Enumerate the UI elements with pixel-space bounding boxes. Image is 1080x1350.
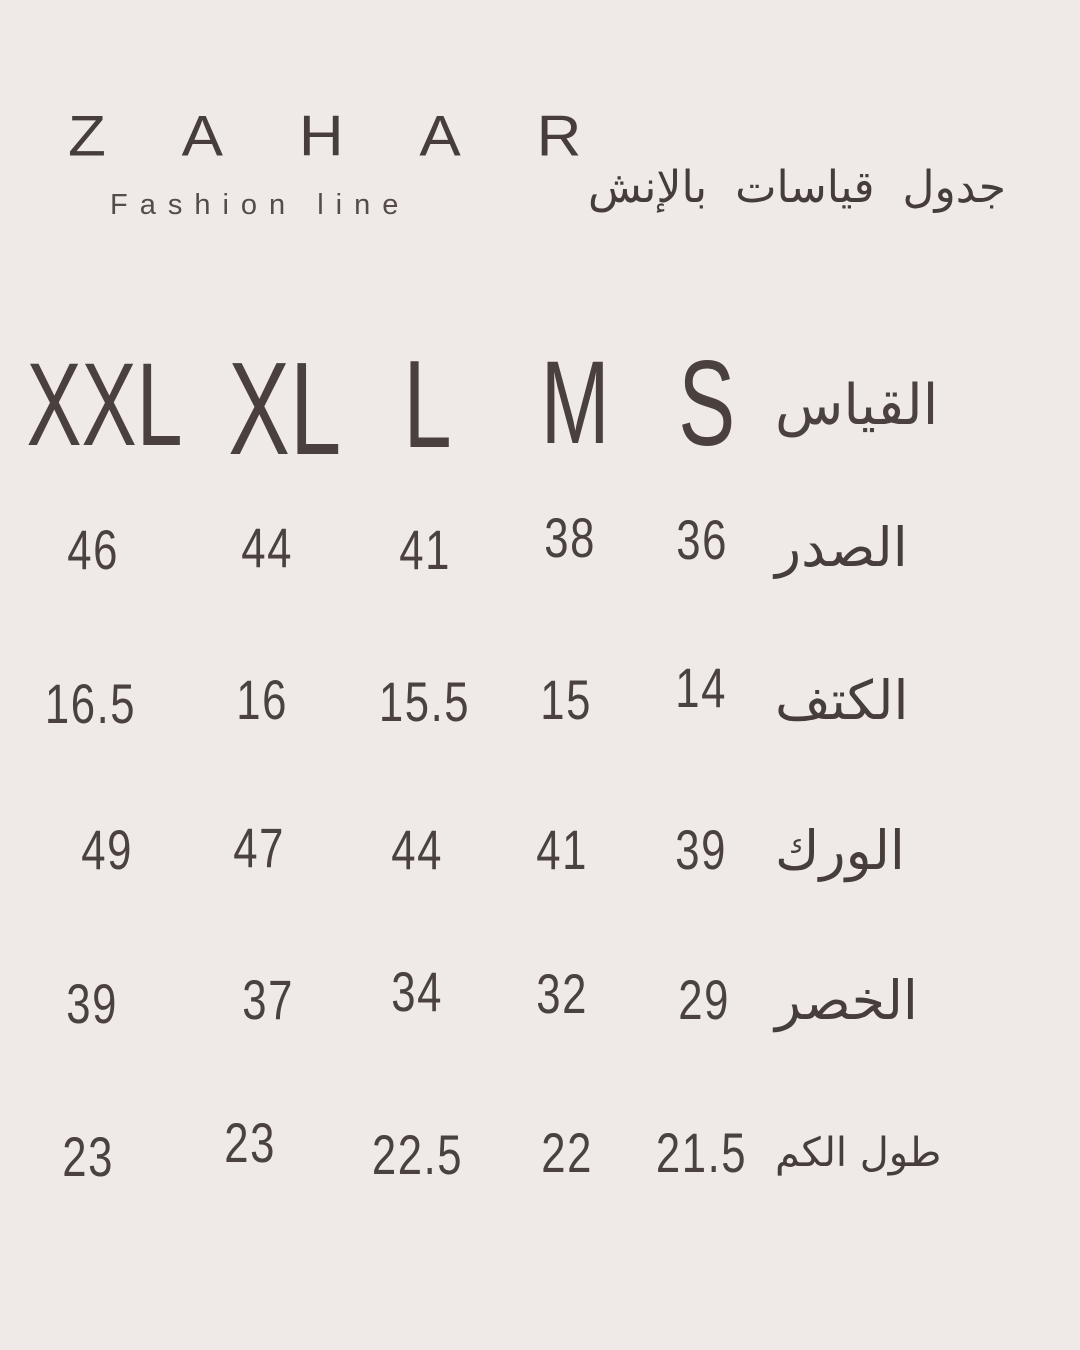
shoulder-m-text: 15 [540, 668, 593, 731]
size-header-s: S [636, 338, 778, 468]
waist-l-value: 34 [342, 917, 492, 1067]
chest-l-value: 41 [350, 472, 500, 627]
waist-s-value: 29 [633, 925, 775, 1075]
shoulder-xl-text: 16 [236, 668, 288, 731]
chart-title: جدول قياسات بالإنش [588, 162, 1006, 213]
sleeve-m-text: 22 [541, 1120, 594, 1184]
hip-s-value: 39 [630, 775, 772, 925]
sleeve-m-value: 22 [498, 1075, 637, 1230]
waist-xl-text: 37 [242, 968, 294, 1031]
waist-xxl-value: 39 [1, 929, 183, 1079]
shoulder-s-value: 14 [630, 613, 772, 763]
shoulder-xl-value: 16 [181, 625, 343, 775]
brand-logo: Z A H A R [68, 104, 613, 169]
row-label-shoulder: الكتف [775, 668, 909, 732]
size-table: XXL XL L M S القياس 46 44 41 38 36 الصدر… [0, 340, 1080, 1230]
row-label-hip: الورك [775, 818, 905, 882]
size-header-s-text: S [678, 335, 736, 471]
size-header-xl-text: XL [228, 335, 342, 482]
chest-l-text: 41 [399, 517, 451, 581]
sleeve-s-value: 21.5 [630, 1075, 772, 1230]
sleeve-l-value: 22.5 [342, 1077, 492, 1232]
shoulder-l-value: 15.5 [349, 627, 499, 777]
sleeve-xxl-text: 23 [62, 1124, 114, 1188]
hip-xxl-text: 49 [81, 818, 133, 881]
hip-xxl-value: 49 [16, 775, 198, 925]
size-header-l: L [352, 340, 502, 470]
waist-l-text: 34 [391, 960, 443, 1023]
sleeve-s-text: 21.5 [655, 1120, 747, 1184]
row-label-waist: الخصر [775, 968, 918, 1032]
sleeve-l-text: 22.5 [371, 1122, 463, 1186]
row-label-chest: الصدر [775, 516, 908, 579]
hip-xl-text: 47 [233, 816, 285, 879]
sleeve-xl-value: 23 [169, 1065, 331, 1220]
row-label-sleeve-length: طول الكم [775, 1129, 942, 1176]
waist-m-text: 32 [536, 962, 589, 1025]
hip-l-value: 44 [342, 775, 492, 925]
shoulder-l-text: 15.5 [378, 670, 470, 733]
chest-m-text: 38 [544, 505, 597, 569]
shoulder-m-value: 15 [497, 625, 636, 775]
size-column-header: القياس [775, 372, 939, 438]
shoulder-xxl-value: 16.5 [0, 629, 181, 779]
hip-m-value: 41 [493, 775, 632, 925]
size-header-l-text: L [402, 336, 452, 474]
waist-m-value: 32 [493, 919, 632, 1069]
hip-m-text: 41 [536, 818, 589, 881]
chest-xl-text: 44 [241, 515, 293, 579]
size-header-xl: XL [204, 335, 366, 482]
brand-tagline: Fashion line [110, 189, 411, 221]
waist-xl-value: 37 [187, 925, 349, 1075]
chest-xxl-value: 46 [2, 472, 184, 627]
size-header-xxl: XXL [14, 340, 196, 470]
chest-m-value: 38 [501, 460, 640, 615]
chest-xl-value: 44 [186, 470, 348, 625]
waist-s-text: 29 [678, 968, 730, 1031]
size-header-m-text: M [541, 337, 610, 469]
hip-xl-value: 47 [178, 773, 340, 923]
shoulder-s-text: 14 [675, 656, 727, 719]
hip-s-text: 39 [675, 818, 727, 881]
waist-xxl-text: 39 [66, 972, 118, 1035]
chest-s-text: 36 [676, 507, 728, 571]
brand-block: Z A H A R Fashion line [68, 104, 612, 222]
chest-s-value: 36 [631, 462, 773, 617]
size-header-xxl-text: XXL [26, 339, 184, 471]
sleeve-xl-text: 23 [224, 1110, 276, 1174]
sleeve-xxl-value: 23 [0, 1079, 179, 1234]
hip-l-text: 44 [391, 818, 443, 881]
size-header-m: M [506, 338, 645, 468]
shoulder-xxl-text: 16.5 [44, 672, 136, 735]
chest-xxl-text: 46 [67, 517, 119, 581]
